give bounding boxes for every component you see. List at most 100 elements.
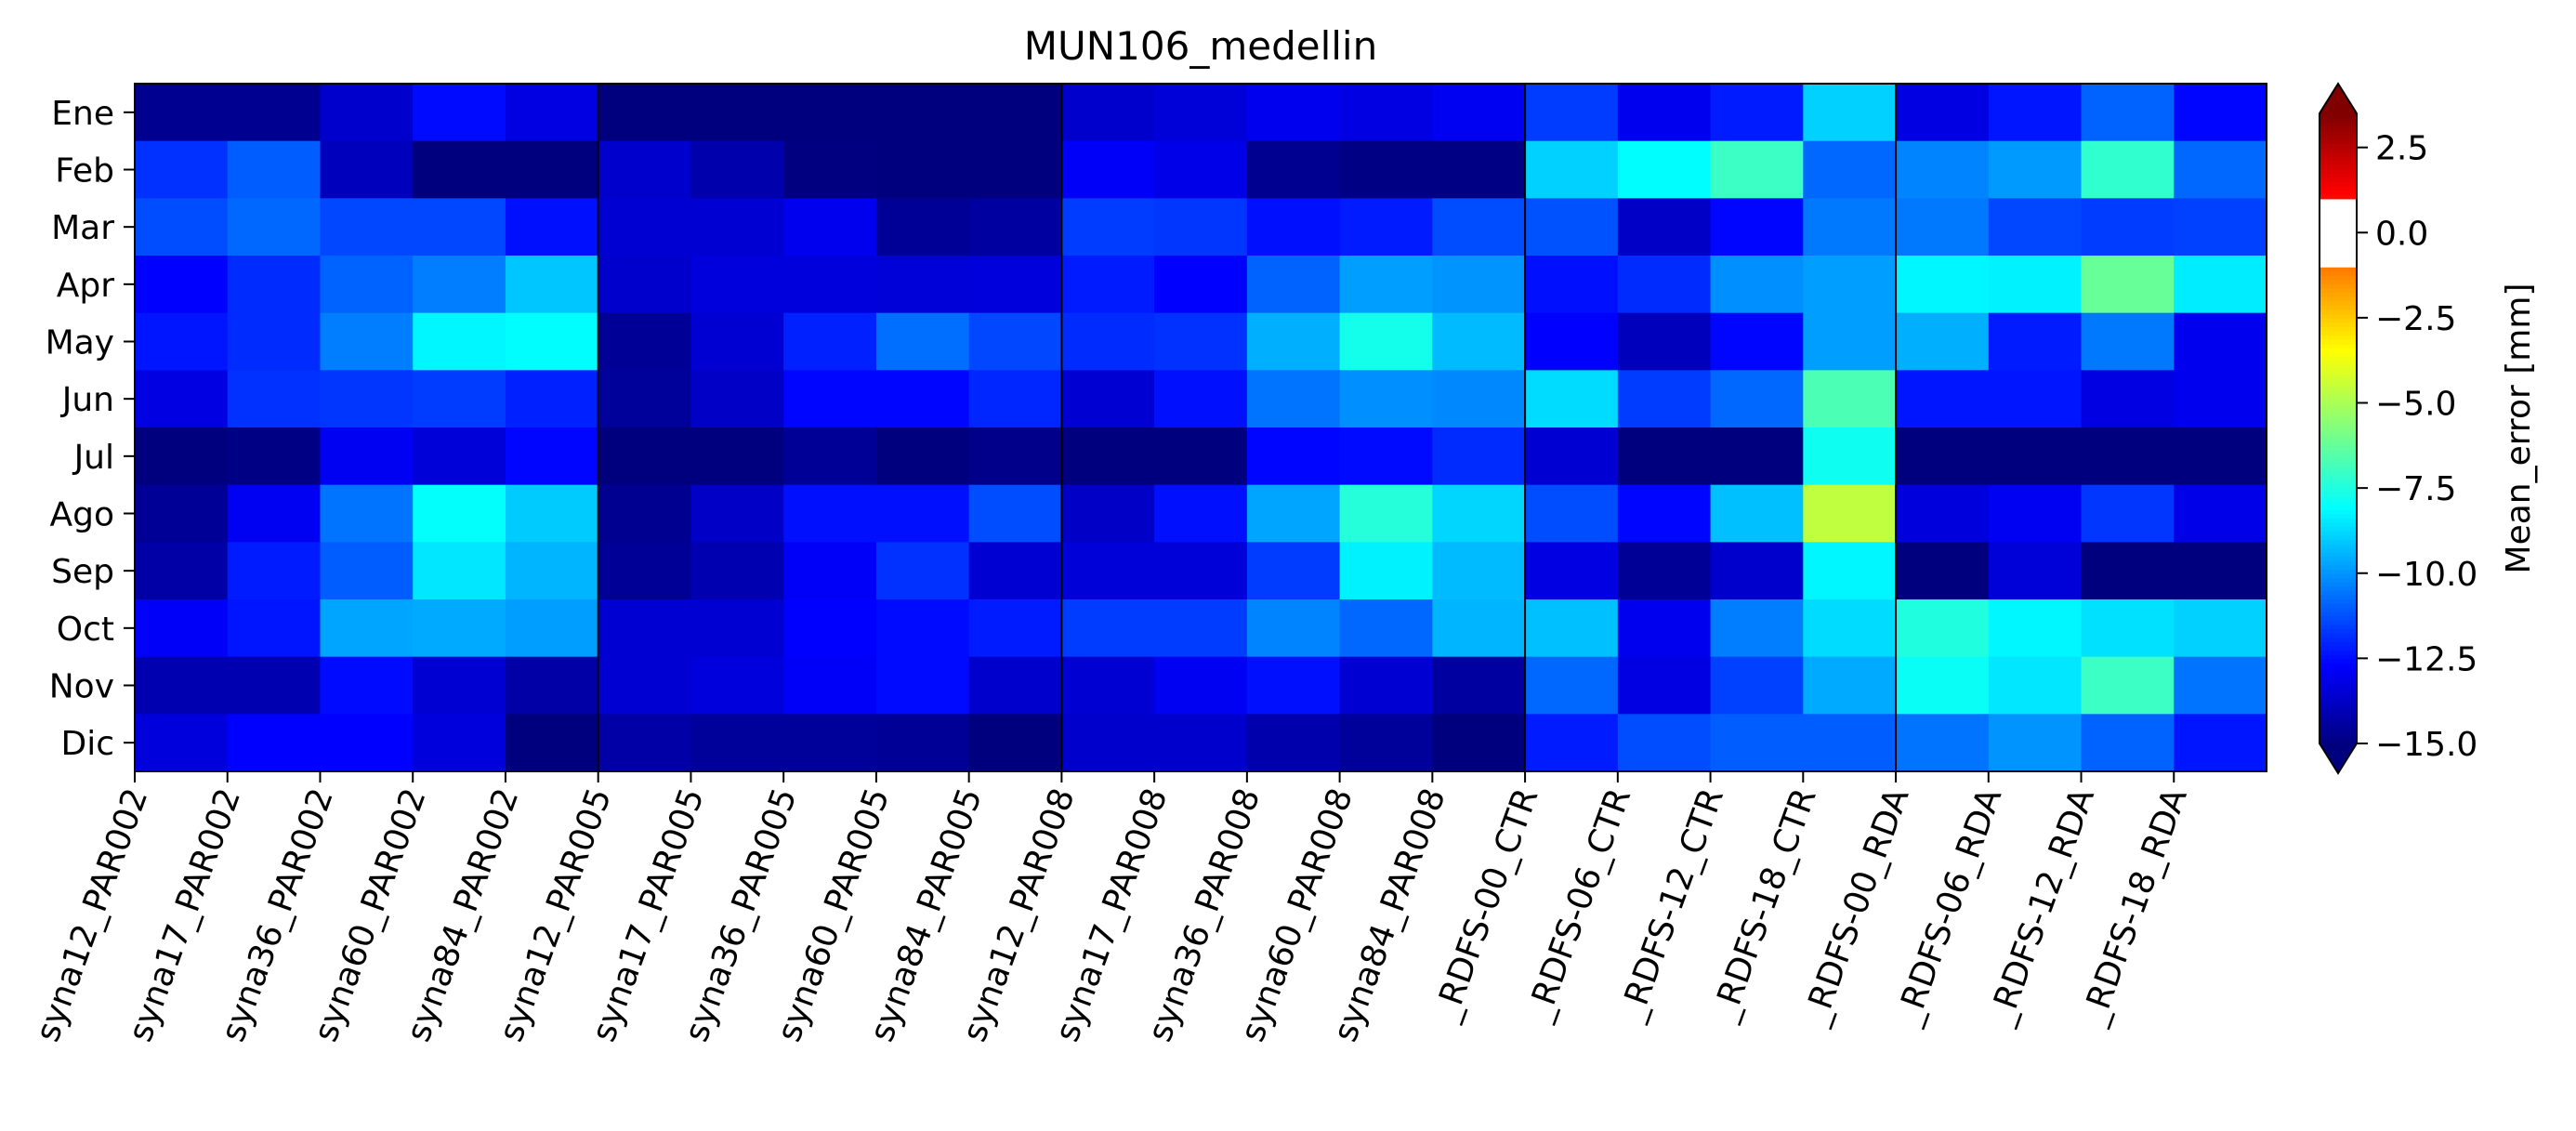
heatmap-cell: [1154, 484, 1248, 543]
heatmap-cell: [505, 84, 599, 142]
heatmap-cell: [1154, 714, 1248, 772]
colorbar-segment: [2320, 164, 2357, 170]
heatmap-cell: [1710, 256, 1804, 314]
heatmap-cell: [1710, 427, 1804, 486]
heatmap-cell: [135, 198, 229, 256]
heatmap-cell: [2174, 370, 2267, 428]
colorbar-segment: [2320, 330, 2357, 336]
heatmap-cell: [1803, 256, 1897, 314]
heatmap-cell: [783, 427, 877, 486]
colorbar-segment: [2320, 125, 2357, 132]
heatmap-cell: [413, 370, 506, 428]
heatmap-cell: [1525, 656, 1619, 715]
heatmap-cell: [1061, 656, 1155, 715]
colorbar-segment: [2320, 134, 2357, 140]
heatmap-cell: [1246, 198, 1341, 256]
heatmap-cell: [320, 84, 414, 142]
heatmap-cell: [2174, 599, 2267, 658]
heatmap-cell: [1339, 427, 1433, 486]
heatmap-cell: [690, 140, 784, 199]
heatmap-cell: [1061, 427, 1155, 486]
heatmap-cell: [505, 599, 599, 658]
heatmap-cell: [135, 599, 229, 658]
heatmap-cell: [1803, 656, 1897, 715]
colorbar-segment: [2320, 360, 2357, 366]
heatmap-cell: [1525, 599, 1619, 658]
colorbar-segment: [2320, 232, 2357, 238]
colorbar-tick-label: −7.5: [2375, 470, 2456, 508]
heatmap-cell: [1246, 140, 1341, 199]
colorbar-segment: [2320, 624, 2357, 630]
heatmap-cell: [227, 140, 322, 199]
heatmap-cell: [1617, 198, 1712, 256]
colorbar-segment: [2320, 373, 2357, 378]
heatmap-cell: [1896, 427, 1990, 486]
heatmap-cell: [1988, 599, 2083, 658]
heatmap-cell: [1803, 140, 1897, 199]
heatmap-cell: [1803, 599, 1897, 658]
heatmap-cell: [1710, 656, 1804, 715]
heatmap-cell: [968, 140, 1062, 199]
heatmap-cell: [1246, 714, 1341, 772]
heatmap-cell: [1710, 714, 1804, 772]
colorbar-segment: [2320, 470, 2357, 477]
y-tick-label: Dic: [60, 725, 114, 763]
heatmap-cell: [1617, 84, 1712, 142]
colorbar-segment: [2320, 620, 2357, 625]
colorbar-segment: [2320, 275, 2357, 281]
heatmap-cell: [135, 656, 229, 715]
colorbar-segment: [2320, 666, 2357, 672]
heatmap-cell: [135, 84, 229, 142]
heatmap-cell: [227, 656, 322, 715]
heatmap-cell: [598, 312, 692, 371]
heatmap-cell: [320, 656, 414, 715]
heatmap-cell: [598, 370, 692, 428]
heatmap-cell: [690, 484, 784, 543]
colorbar-segment: [2320, 509, 2357, 515]
heatmap-cell: [783, 542, 877, 600]
heatmap-cell: [783, 198, 877, 256]
colorbar-segment: [2320, 419, 2357, 426]
heatmap-cell: [968, 84, 1062, 142]
heatmap-cell: [1154, 656, 1248, 715]
heatmap-cell: [320, 256, 414, 314]
heatmap-cell: [2081, 84, 2175, 142]
heatmap-cell: [1061, 599, 1155, 658]
colorbar-segment: [2320, 381, 2357, 387]
heatmap-cell: [783, 256, 877, 314]
heatmap-cell: [968, 256, 1062, 314]
heatmap-cell: [1154, 256, 1248, 314]
heatmap-cell: [505, 484, 599, 543]
heatmap-cell: [505, 140, 599, 199]
heatmap-cell: [690, 714, 784, 772]
colorbar-segment: [2320, 185, 2357, 191]
heatmap-cell: [135, 427, 229, 486]
colorbar-segment: [2320, 449, 2357, 455]
heatmap-cell: [2081, 140, 2175, 199]
heatmap-cell: [1896, 312, 1990, 371]
heatmap-cell: [320, 714, 414, 772]
heatmap-cell: [1710, 599, 1804, 658]
heatmap-cell: [1432, 656, 1526, 715]
heatmap-cell: [1896, 714, 1990, 772]
y-tick-label: May: [46, 324, 114, 362]
heatmap-cell: [1896, 599, 1990, 658]
heatmap-cell: [875, 656, 970, 715]
heatmap-cell: [1154, 84, 1248, 142]
colorbar-segment: [2320, 730, 2357, 736]
heatmap-cell: [413, 256, 506, 314]
heatmap-cell: [1339, 198, 1433, 256]
heatmap-cell: [1710, 84, 1804, 142]
heatmap-cell: [135, 542, 229, 600]
heatmap-cell: [1988, 140, 2083, 199]
colorbar-segment: [2320, 335, 2357, 340]
y-tick-label: Nov: [49, 668, 114, 706]
colorbar-segment: [2320, 143, 2357, 149]
heatmap-cell: [968, 370, 1062, 428]
heatmap-cell: [227, 427, 322, 486]
colorbar-segment: [2320, 411, 2357, 417]
colorbar-segment: [2320, 632, 2357, 638]
heatmap-cell: [2174, 312, 2267, 371]
colorbar-segment: [2320, 717, 2357, 723]
colorbar-segment: [2320, 534, 2357, 540]
